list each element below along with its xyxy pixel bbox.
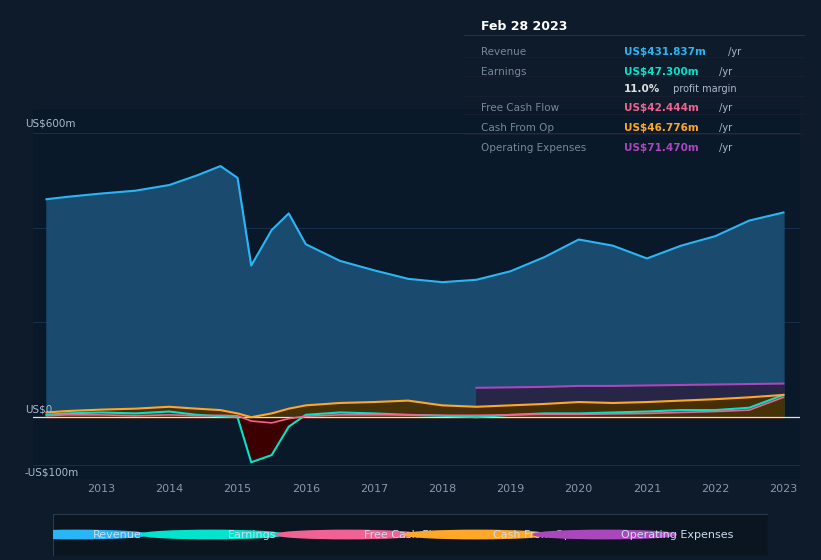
Text: /yr: /yr: [716, 123, 732, 133]
Text: 11.0%: 11.0%: [624, 84, 660, 94]
Text: US$0: US$0: [25, 404, 52, 414]
Text: US$71.470m: US$71.470m: [624, 143, 699, 153]
Text: Revenue: Revenue: [481, 48, 526, 58]
Text: profit margin: profit margin: [670, 84, 736, 94]
Circle shape: [276, 530, 419, 539]
Text: /yr: /yr: [716, 67, 732, 77]
Text: -US$100m: -US$100m: [25, 468, 79, 477]
Circle shape: [405, 530, 548, 539]
Text: Revenue: Revenue: [93, 530, 141, 539]
Circle shape: [140, 530, 283, 539]
Text: Free Cash Flow: Free Cash Flow: [364, 530, 447, 539]
Text: Earnings: Earnings: [228, 530, 277, 539]
Text: Free Cash Flow: Free Cash Flow: [481, 104, 559, 114]
FancyBboxPatch shape: [53, 514, 768, 556]
Text: US$46.776m: US$46.776m: [624, 123, 699, 133]
Text: Earnings: Earnings: [481, 67, 526, 77]
Text: US$47.300m: US$47.300m: [624, 67, 699, 77]
Text: /yr: /yr: [716, 104, 732, 114]
Text: Operating Expenses: Operating Expenses: [621, 530, 734, 539]
Text: Feb 28 2023: Feb 28 2023: [481, 20, 567, 33]
Text: Cash From Op: Cash From Op: [493, 530, 571, 539]
Text: Operating Expenses: Operating Expenses: [481, 143, 586, 153]
Text: US$431.837m: US$431.837m: [624, 48, 706, 58]
Circle shape: [534, 530, 677, 539]
Text: /yr: /yr: [716, 143, 732, 153]
Circle shape: [5, 530, 148, 539]
Text: /yr: /yr: [725, 48, 741, 58]
Text: Cash From Op: Cash From Op: [481, 123, 554, 133]
Text: US$42.444m: US$42.444m: [624, 104, 699, 114]
Text: US$600m: US$600m: [25, 119, 76, 129]
